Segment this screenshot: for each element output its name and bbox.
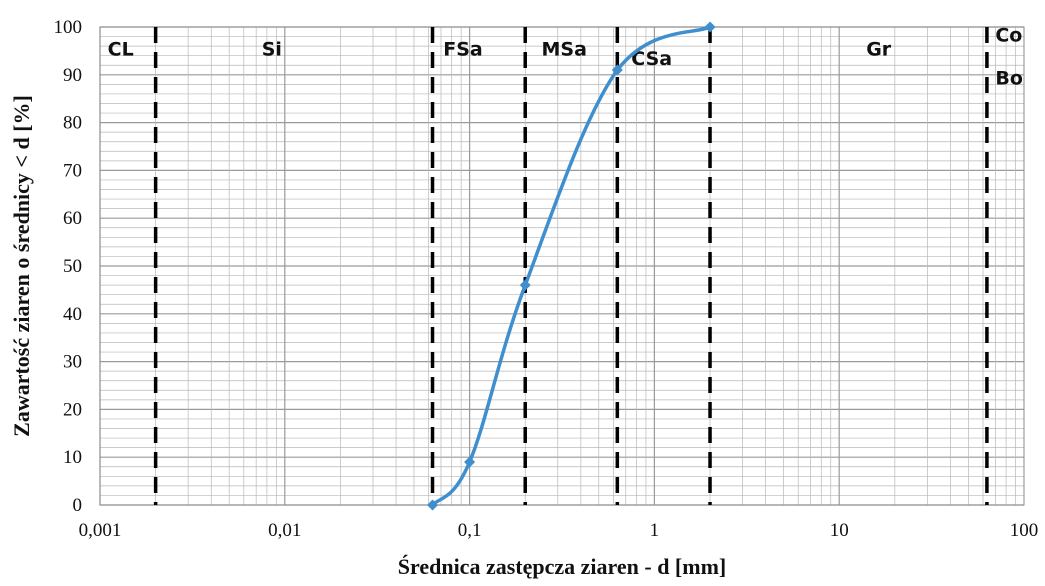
y-axis-title: Zawartość ziaren o średnicy < d [%] — [9, 95, 34, 437]
y-tick-label: 60 — [63, 208, 82, 229]
x-tick-label: 0,01 — [268, 520, 301, 541]
fraction-boundaries — [153, 27, 989, 505]
x-tick-label: 0,1 — [458, 520, 482, 541]
grid — [99, 26, 1024, 506]
data-point — [519, 279, 531, 291]
y-tick-label: 100 — [54, 17, 83, 38]
x-axis-title: Średnica zastępcza ziaren - d [mm] — [398, 554, 727, 579]
fraction-label: CSa — [631, 48, 672, 70]
y-tick-label: 70 — [63, 160, 82, 181]
fraction-label: CL — [108, 39, 134, 61]
x-tick-label: 0,001 — [79, 520, 122, 541]
series-layer — [427, 21, 716, 511]
fraction-labels: CL Si FSa MSa CSa Gr Co Bo — [108, 24, 1023, 89]
data-point — [611, 64, 623, 76]
data-point — [464, 456, 476, 468]
series-line — [430, 25, 712, 507]
fraction-label: Gr — [866, 39, 892, 61]
fraction-label: Si — [262, 39, 282, 61]
y-tick-label: 80 — [63, 113, 82, 134]
y-tick-label: 50 — [63, 256, 82, 277]
x-tick-labels: 0,001 0,01 0,1 1 10 100 — [79, 520, 1039, 541]
plot-frame — [99, 26, 1025, 506]
y-tick-label: 40 — [63, 304, 82, 325]
x-tick-label: 100 — [1010, 520, 1039, 541]
fraction-label: Co — [995, 24, 1022, 46]
fraction-label: MSa — [542, 39, 587, 61]
y-tick-label: 20 — [63, 399, 82, 420]
data-point — [704, 21, 716, 33]
fraction-label: Bo — [995, 67, 1023, 89]
data-point — [427, 499, 439, 511]
y-tick-label: 90 — [63, 65, 82, 86]
y-tick-label: 10 — [63, 447, 82, 468]
y-tick-label: 0 — [73, 495, 83, 516]
y-tick-label: 30 — [63, 352, 82, 373]
y-tick-labels: 0 10 20 30 40 50 60 70 80 90 100 — [54, 17, 83, 516]
x-tick-label: 1 — [650, 520, 660, 541]
fraction-label: FSa — [443, 39, 482, 61]
x-tick-label: 10 — [830, 520, 849, 541]
